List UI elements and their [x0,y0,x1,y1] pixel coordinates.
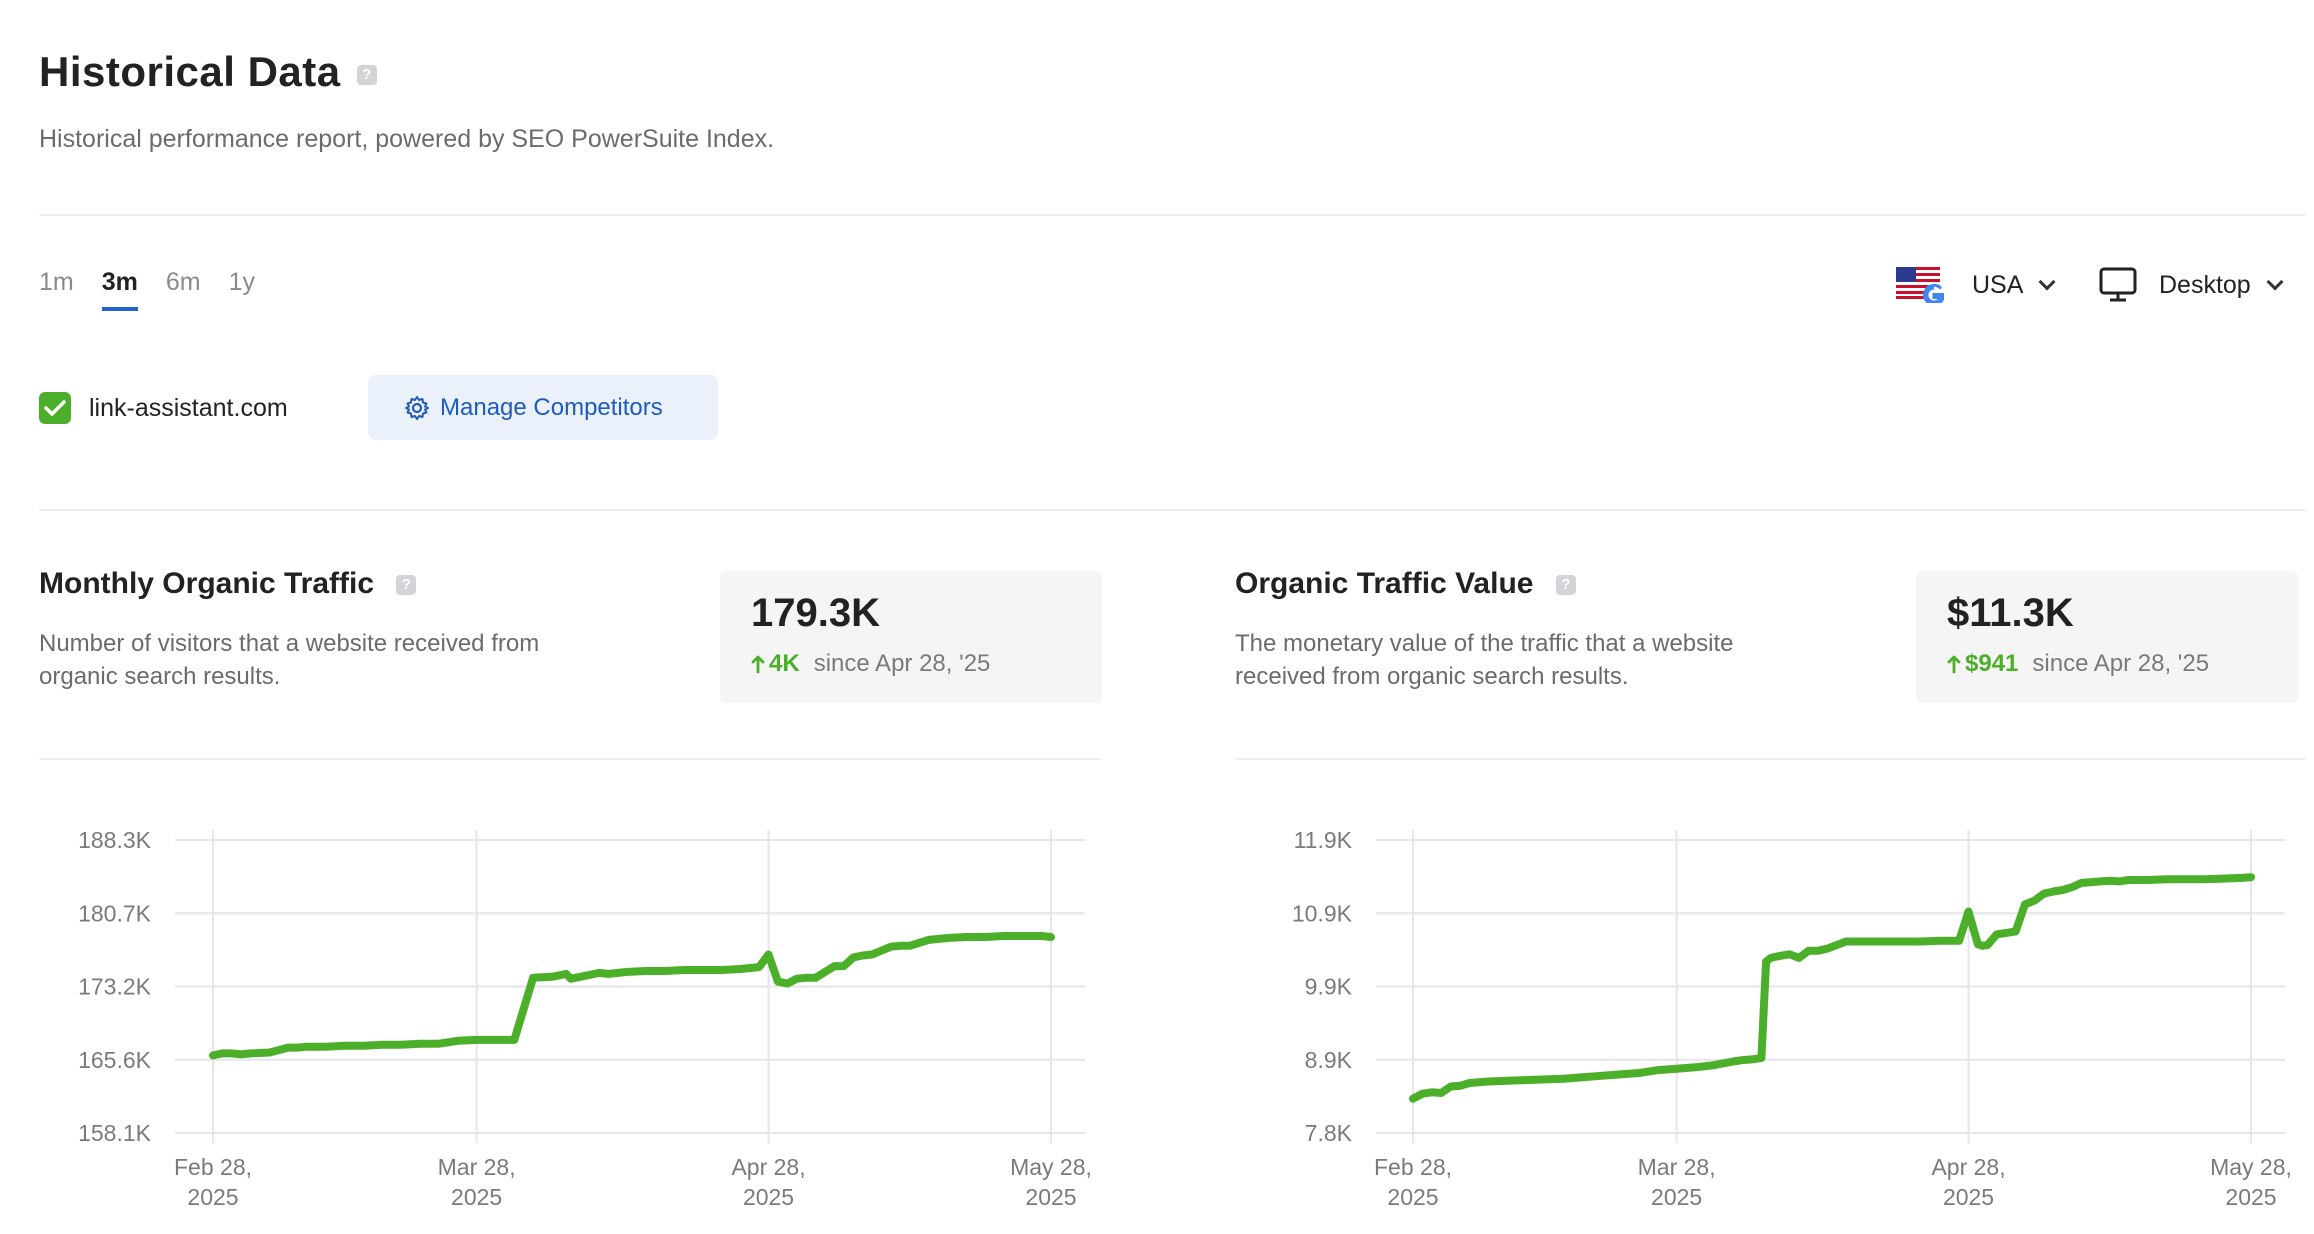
help-icon[interactable]: ? [396,575,417,596]
series-line [1409,873,2255,1103]
site-domain: link-assistant.com [89,393,288,422]
x-tick-label: 2025 [1943,1184,1994,1210]
usa-flag-google-icon [1896,267,1944,303]
page-subtitle: Historical performance report, powered b… [39,125,775,153]
desktop-icon [2099,267,2137,302]
value-title-text: Organic Traffic Value [1235,567,1534,600]
x-tick-label: Feb 28, [174,1154,252,1180]
device-selector[interactable]: Desktop [2099,267,2284,303]
help-icon[interactable]: ? [1555,575,1576,596]
x-tick-label: May 28, [2210,1154,2292,1180]
traffic-change: 4K since Apr 28, '25 [751,650,1102,678]
arrow-up-icon [1947,655,1961,674]
x-tick-label: Mar 28, [1638,1154,1716,1180]
page-title-text: Historical Data [39,48,341,95]
x-tick-label: 2025 [2225,1184,2276,1210]
series-line [209,932,1055,1060]
chevron-down-icon [2266,273,2284,291]
y-tick-label: 7.8K [1305,1120,1353,1146]
device-label: Desktop [2159,270,2251,299]
value-divider [1235,758,2306,760]
x-tick-label: 2025 [1025,1184,1076,1210]
tab-1y[interactable]: 1y [228,268,256,296]
traffic-title-text: Monthly Organic Traffic [39,567,375,600]
value-description-line1: The monetary value of the traffic that a… [1235,630,1734,657]
y-tick-label: 8.9K [1305,1047,1353,1073]
page-title: Historical Data ? [39,48,377,96]
x-tick-label: 2025 [743,1184,794,1210]
x-tick-label: 2025 [187,1184,238,1210]
x-tick-label: Apr 28, [731,1154,805,1180]
y-tick-label: 9.9K [1305,974,1353,1000]
y-tick-label: 11.9K [1294,827,1353,853]
value-description: The monetary value of the traffic that a… [1235,627,1835,693]
y-tick-label: 180.7K [78,900,152,926]
value-value: $11.3K [1947,591,2074,635]
tab-3m[interactable]: 3m [101,268,138,311]
chevron-down-icon [2038,273,2056,291]
x-tick-label: May 28, [1010,1154,1092,1180]
tab-6m[interactable]: 6m [165,268,201,296]
value-description-line2: received from organic search results. [1235,663,1629,690]
x-tick-label: Feb 28, [1374,1154,1452,1180]
traffic-since: since Apr 28, '25 [813,650,991,677]
traffic-description-line2: organic search results. [39,663,281,690]
value-delta-value: $941 [1965,650,2019,677]
traffic-delta: 4K [751,650,800,678]
y-tick-label: 188.3K [78,827,152,853]
header-divider [39,214,2306,216]
y-tick-label: 158.1K [78,1120,152,1146]
traffic-value: 179.3K [751,591,880,635]
tab-1m[interactable]: 1m [39,268,74,296]
x-tick-label: Mar 28, [438,1154,516,1180]
period-tabs: 1m 3m 6m 1y [39,268,255,311]
y-tick-label: 173.2K [78,974,152,1000]
traffic-line-chart: 188.3K 180.7K 173.2K 165.6K 158.1K Feb 28, 202… [78,827,1092,1210]
x-tick-label: 2025 [1651,1184,1702,1210]
gear-icon [405,395,429,420]
x-tick-label: Apr 28, [1931,1154,2005,1180]
country-label: USA [1972,270,2024,299]
traffic-description: Number of visitors that a website receiv… [39,627,639,693]
site-row: link-assistant.com [39,392,288,424]
y-tick-label: 165.6K [78,1047,152,1073]
country-selector[interactable]: USA [1896,267,2056,303]
manage-competitors-label: Manage Competitors [440,393,663,421]
arrow-up-icon [751,655,765,674]
x-tick-label: 2025 [1387,1184,1438,1210]
checkmark-icon [44,400,66,416]
traffic-stat-card: 179.3K 4K since Apr 28, '25 [720,571,1102,703]
traffic-description-line1: Number of visitors that a website receiv… [39,630,540,657]
traffic-divider [39,758,1102,760]
manage-competitors-button[interactable]: Manage Competitors [368,375,718,440]
help-icon[interactable]: ? [357,65,377,85]
traffic-delta-value: 4K [769,650,800,677]
x-tick-label: 2025 [451,1184,502,1210]
value-delta: $941 [1947,650,2018,678]
filters-divider [39,509,2306,511]
value-stat-card: $11.3K $941 since Apr 28, '25 [1916,571,2298,703]
site-checkbox[interactable] [39,392,71,424]
value-since: since Apr 28, '25 [2032,650,2210,677]
value-change: $941 since Apr 28, '25 [1947,650,2298,678]
y-tick-label: 10.9K [1292,900,1353,926]
value-line-chart: 11.9K 10.9K 9.9K 8.9K 7.8K Feb 28, 2025 Mar 28,… [1292,827,2292,1210]
value-metric-title: Organic Traffic Value ? [1235,567,1576,601]
traffic-metric-title: Monthly Organic Traffic ? [39,567,417,601]
